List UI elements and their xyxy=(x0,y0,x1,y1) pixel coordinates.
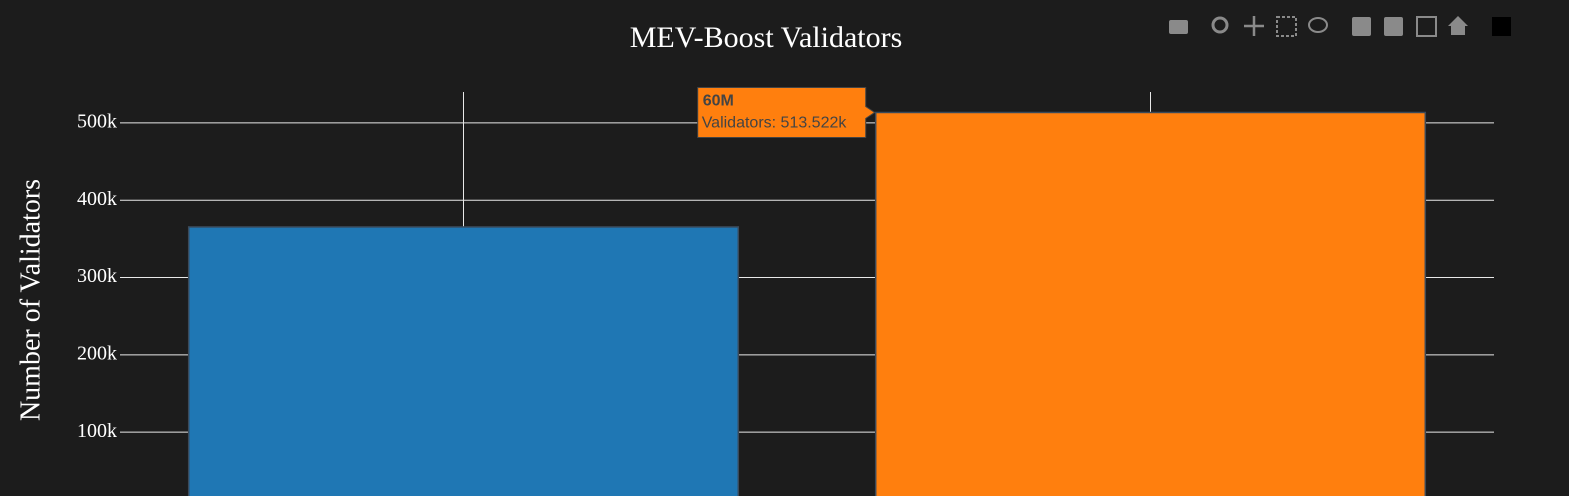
y-tick-label: 400k xyxy=(77,188,117,210)
hover-category: 60M xyxy=(703,93,734,110)
hover-box xyxy=(697,86,876,138)
home-icon[interactable] xyxy=(1448,16,1468,35)
y-tick-label: 200k xyxy=(77,342,117,364)
hover-text: Validators: 513.522k xyxy=(702,115,848,132)
zoom-icon[interactable] xyxy=(1211,16,1229,34)
hover-label: 60M Validators: 513.522k xyxy=(697,86,876,138)
y-tick-label: 500k xyxy=(77,111,117,133)
zoom-out-icon[interactable] xyxy=(1384,17,1403,36)
modebar xyxy=(1169,16,1511,37)
bar xyxy=(187,226,740,496)
y-tick-label: 300k xyxy=(77,265,117,287)
y-tick-label: 100k xyxy=(77,420,117,442)
autoscale-icon[interactable] xyxy=(1416,16,1437,37)
bar xyxy=(874,111,1427,496)
select-icon[interactable] xyxy=(1276,16,1297,37)
zoom-in-icon[interactable] xyxy=(1352,17,1371,36)
pan-icon[interactable] xyxy=(1244,16,1264,36)
plot-area: 100k 200k 300k 400k 500k xyxy=(77,92,1494,496)
plotly-logo[interactable] xyxy=(1492,17,1511,36)
lasso-icon[interactable] xyxy=(1308,17,1328,33)
camera-icon[interactable] xyxy=(1169,20,1188,34)
y-axis-title: Number of Validators xyxy=(15,179,46,421)
chart-title: MEV-Boost Validators xyxy=(630,21,903,54)
